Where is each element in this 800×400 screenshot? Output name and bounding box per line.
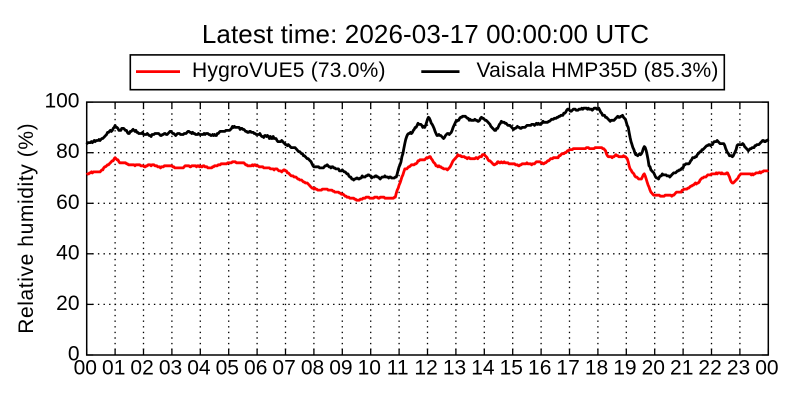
svg-text:20: 20 <box>642 356 665 379</box>
svg-text:100: 100 <box>44 90 79 113</box>
svg-text:10: 10 <box>358 356 381 379</box>
svg-text:19: 19 <box>613 356 636 379</box>
svg-text:23: 23 <box>727 356 750 379</box>
svg-text:20: 20 <box>56 292 79 315</box>
svg-text:15: 15 <box>500 356 523 379</box>
svg-text:18: 18 <box>585 356 608 379</box>
svg-text:40: 40 <box>56 241 79 264</box>
svg-text:0: 0 <box>68 343 80 366</box>
svg-text:01: 01 <box>102 356 125 379</box>
svg-text:02: 02 <box>130 356 153 379</box>
svg-text:21: 21 <box>670 356 693 379</box>
svg-text:05: 05 <box>216 356 239 379</box>
svg-text:06: 06 <box>244 356 267 379</box>
svg-text:16: 16 <box>528 356 551 379</box>
svg-text:09: 09 <box>329 356 352 379</box>
svg-text:Relative humidity (%): Relative humidity (%) <box>15 123 38 334</box>
svg-text:13: 13 <box>443 356 466 379</box>
svg-text:00: 00 <box>74 356 97 379</box>
svg-text:Vaisala HMP35D (85.3%): Vaisala HMP35D (85.3%) <box>477 59 719 82</box>
svg-text:22: 22 <box>698 356 721 379</box>
svg-text:12: 12 <box>414 356 437 379</box>
svg-text:60: 60 <box>56 191 79 214</box>
svg-text:14: 14 <box>471 356 495 379</box>
svg-text:11: 11 <box>387 356 409 379</box>
svg-text:17: 17 <box>556 356 579 379</box>
svg-text:08: 08 <box>301 356 324 379</box>
svg-text:80: 80 <box>56 140 79 163</box>
svg-text:Latest time: 2026-03-17 00:00:: Latest time: 2026-03-17 00:00:00 UTC <box>202 19 649 49</box>
svg-text:HygroVUE5 (73.0%): HygroVUE5 (73.0%) <box>192 59 386 82</box>
svg-text:07: 07 <box>272 356 295 379</box>
svg-text:00: 00 <box>755 356 778 379</box>
svg-text:04: 04 <box>187 356 211 379</box>
svg-text:03: 03 <box>159 356 182 379</box>
